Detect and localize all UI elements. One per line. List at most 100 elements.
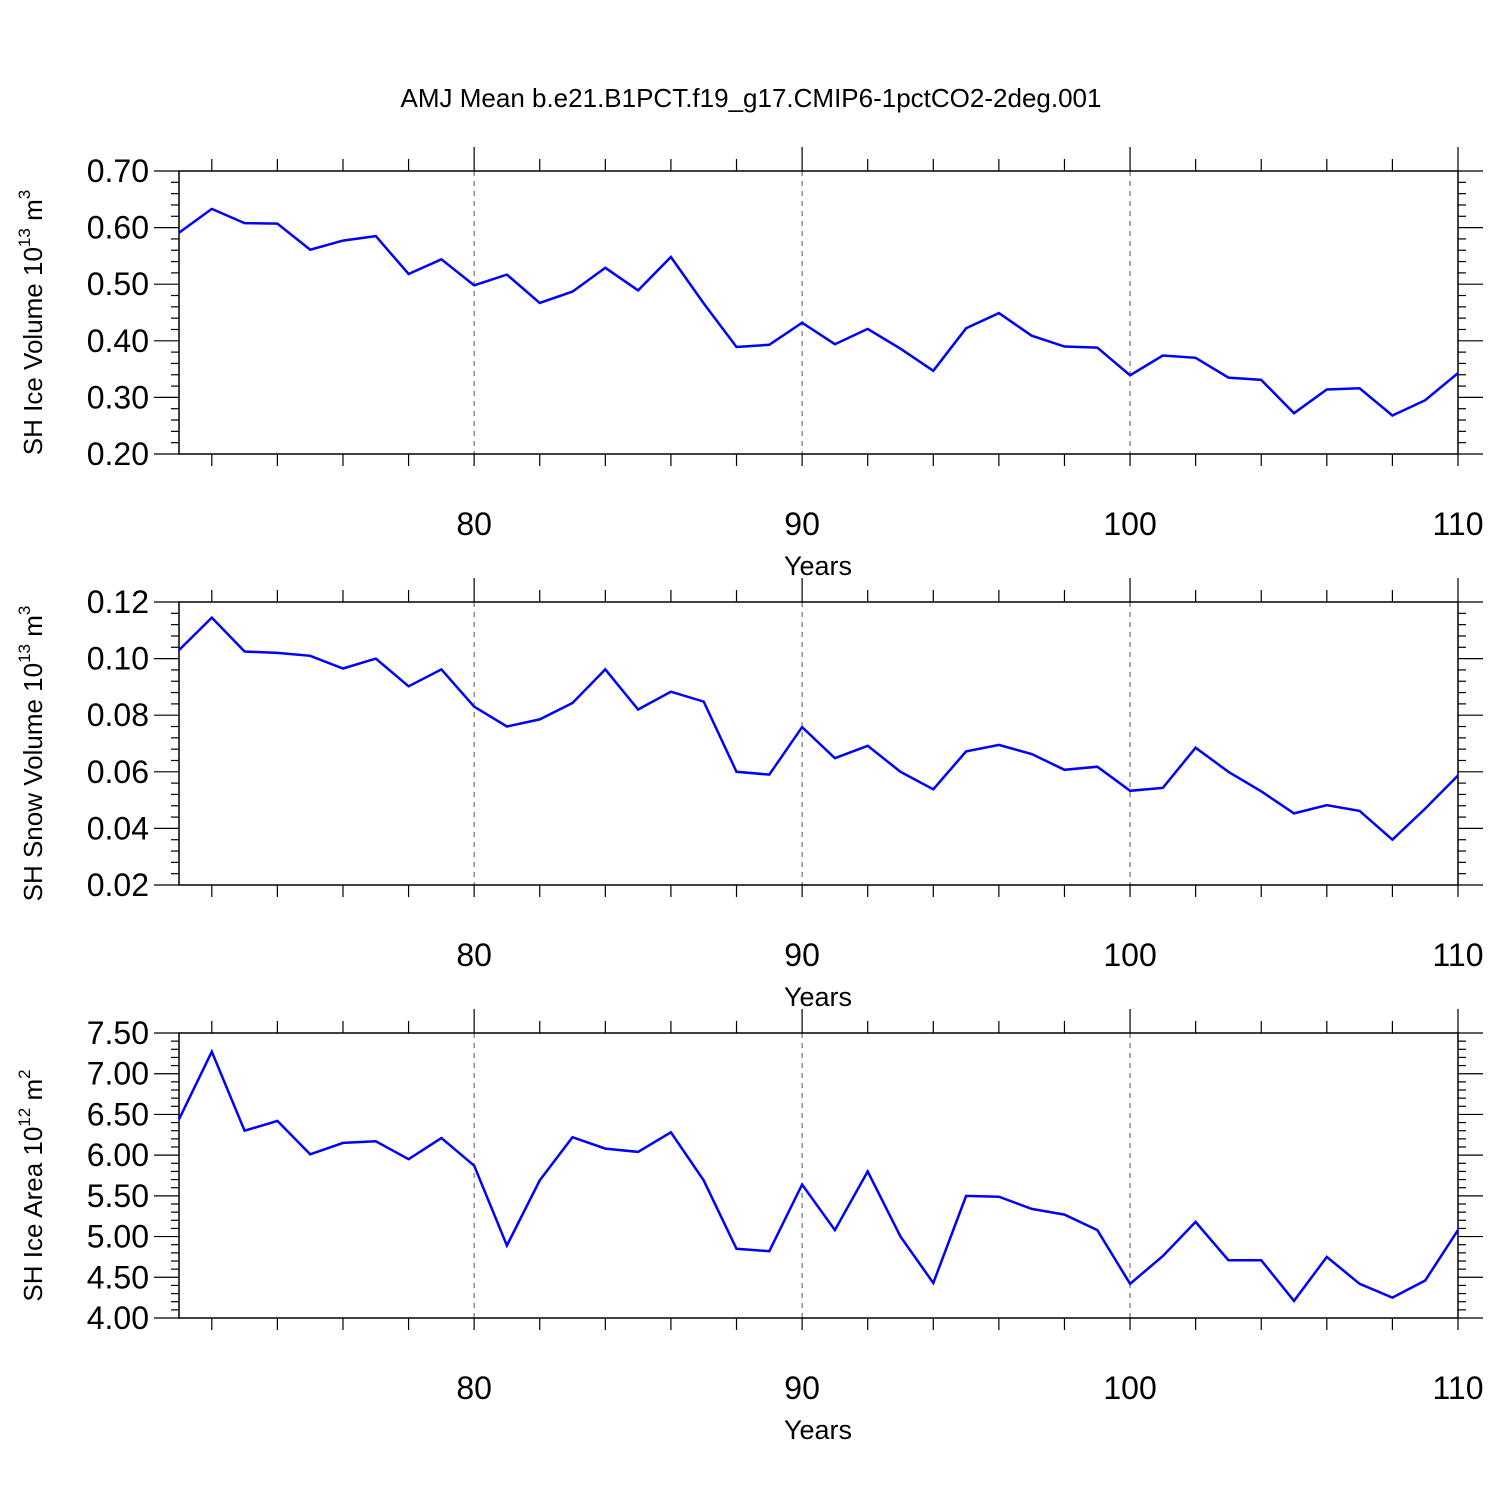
data-point xyxy=(1293,812,1295,814)
y-tick-label: 7.00 xyxy=(87,1056,149,1092)
data-point xyxy=(1326,804,1328,806)
x-tick-label: 100 xyxy=(1103,937,1156,973)
data-point xyxy=(1162,355,1164,357)
data-point xyxy=(604,668,606,670)
data-point xyxy=(1391,1297,1393,1299)
data-point xyxy=(703,701,705,703)
data-point xyxy=(1227,1259,1229,1261)
y-tick-label: 5.00 xyxy=(87,1219,149,1255)
data-point xyxy=(932,788,934,790)
data-point xyxy=(375,1140,377,1142)
figure-title: AMJ Mean b.e21.B1PCT.f19_g17.CMIP6-1pctC… xyxy=(401,83,1102,113)
data-point xyxy=(1063,345,1065,347)
data-point xyxy=(276,652,278,654)
data-point xyxy=(867,1170,869,1172)
data-point xyxy=(736,1248,738,1250)
data-point xyxy=(1391,839,1393,841)
data-point xyxy=(736,771,738,773)
data-point xyxy=(1359,387,1361,389)
data-point xyxy=(1031,753,1033,755)
data-point xyxy=(309,1153,311,1155)
data-point xyxy=(834,757,836,759)
y-tick-label: 0.70 xyxy=(87,153,149,189)
y-tick-label: 0.50 xyxy=(87,266,149,302)
data-point xyxy=(375,235,377,237)
data-point xyxy=(1424,1280,1426,1282)
data-point xyxy=(1293,1300,1295,1302)
x-axis-label: Years xyxy=(784,551,852,581)
data-point xyxy=(342,668,344,670)
x-tick-label: 80 xyxy=(456,937,492,973)
y-tick-label: 0.40 xyxy=(87,323,149,359)
data-point xyxy=(670,256,672,258)
data-point xyxy=(506,274,508,276)
data-point xyxy=(1457,1229,1459,1231)
data-point xyxy=(703,1179,705,1181)
data-point xyxy=(211,208,213,210)
data-point xyxy=(899,348,901,350)
y-tick-label: 4.00 xyxy=(87,1300,149,1336)
data-point xyxy=(801,322,803,324)
y-tick-label: 6.50 xyxy=(87,1096,149,1132)
data-point xyxy=(1195,357,1197,359)
data-point xyxy=(768,1250,770,1252)
data-point xyxy=(244,651,246,653)
data-point xyxy=(867,745,869,747)
data-point xyxy=(1129,1283,1131,1285)
data-point xyxy=(539,302,541,304)
data-point xyxy=(867,328,869,330)
y-axis-label: SH Snow Volume 1013 m3 xyxy=(15,606,48,902)
data-point xyxy=(342,1142,344,1144)
data-point xyxy=(768,774,770,776)
data-point xyxy=(801,1183,803,1185)
data-point xyxy=(506,726,508,728)
data-point xyxy=(1424,399,1426,401)
data-point xyxy=(1227,377,1229,379)
data-point xyxy=(1260,1259,1262,1261)
panel-3: 4.00 4.50 5.00 5.50 6.00 6.50 7.00 7.50 80 90 100 1… xyxy=(15,1009,1484,1445)
data-point xyxy=(637,289,639,291)
data-point xyxy=(703,302,705,304)
data-point xyxy=(637,1151,639,1153)
data-point xyxy=(244,1130,246,1132)
data-point xyxy=(1096,766,1098,768)
data-point xyxy=(604,1148,606,1150)
x-tick-label: 100 xyxy=(1103,506,1156,542)
data-point xyxy=(736,346,738,348)
data-point xyxy=(965,750,967,752)
x-tick-label: 90 xyxy=(784,506,820,542)
data-point xyxy=(670,1131,672,1133)
data-point xyxy=(1129,374,1131,376)
data-point xyxy=(1195,747,1197,749)
data-point xyxy=(1457,774,1459,776)
x-tick-label: 90 xyxy=(784,1370,820,1406)
data-point xyxy=(408,273,410,275)
data-point xyxy=(178,1118,180,1120)
x-tick-label: 110 xyxy=(1432,506,1483,542)
y-tick-label: 5.50 xyxy=(87,1178,149,1214)
y-tick-label: 0.02 xyxy=(87,867,149,903)
data-point xyxy=(1031,1208,1033,1210)
data-point xyxy=(276,1120,278,1122)
data-point xyxy=(1063,769,1065,771)
data-point xyxy=(211,1051,213,1053)
data-point xyxy=(1359,810,1361,812)
data-point xyxy=(408,1158,410,1160)
data-point xyxy=(1227,771,1229,773)
data-point xyxy=(244,222,246,224)
data-point xyxy=(998,1196,1000,1198)
data-point xyxy=(899,771,901,773)
x-tick-label: 90 xyxy=(784,937,820,973)
y-tick-label: 0.04 xyxy=(87,810,149,846)
data-point xyxy=(1063,1214,1065,1216)
data-point xyxy=(637,709,639,711)
data-point xyxy=(178,232,180,234)
data-point xyxy=(276,223,278,225)
data-point xyxy=(965,1195,967,1197)
data-point xyxy=(604,267,606,269)
series-line xyxy=(178,615,1459,842)
x-axis-label: Years xyxy=(784,1415,852,1445)
data-point xyxy=(473,1165,475,1167)
data-point xyxy=(539,718,541,720)
data-point xyxy=(1195,1221,1197,1223)
